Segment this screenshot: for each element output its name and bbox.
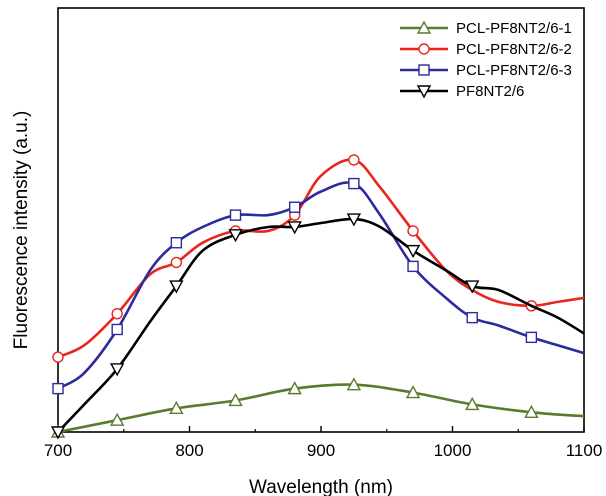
data-point bbox=[526, 332, 536, 342]
series-line bbox=[58, 183, 584, 389]
data-point bbox=[408, 226, 418, 236]
data-point bbox=[408, 261, 418, 271]
data-point bbox=[290, 202, 300, 212]
legend-label: PF8NT2/6 bbox=[456, 83, 524, 100]
series-layer bbox=[52, 155, 584, 438]
data-point bbox=[349, 179, 359, 189]
data-point bbox=[53, 384, 63, 394]
x-tick-label: 700 bbox=[44, 441, 72, 460]
legend-marker bbox=[419, 44, 429, 54]
x-tick-label: 1100 bbox=[566, 441, 603, 460]
data-point bbox=[407, 246, 419, 257]
data-point bbox=[112, 309, 122, 319]
legend-item: PCL-PF8NT2/6-1 bbox=[400, 20, 572, 37]
data-point bbox=[171, 257, 181, 267]
data-point bbox=[112, 324, 122, 334]
x-axis-ticks: 700 800 900 1000 1100 bbox=[44, 426, 602, 460]
y-axis-title: Fluorescence intensity (a.u.) bbox=[11, 111, 32, 350]
data-point bbox=[467, 313, 477, 323]
legend-label: PCL-PF8NT2/6-1 bbox=[456, 20, 572, 37]
x-tick-label: 800 bbox=[175, 441, 203, 460]
data-point bbox=[349, 155, 359, 165]
legend-label: PCL-PF8NT2/6-3 bbox=[456, 62, 572, 79]
legend-item: PF8NT2/6 bbox=[400, 83, 524, 100]
series-3 bbox=[53, 179, 584, 394]
series-4 bbox=[52, 214, 584, 438]
data-point bbox=[53, 352, 63, 362]
legend-item: PCL-PF8NT2/6-3 bbox=[400, 62, 572, 79]
series-1 bbox=[52, 379, 584, 437]
data-point bbox=[231, 210, 241, 220]
data-point bbox=[171, 238, 181, 248]
series-line bbox=[58, 219, 584, 432]
x-tick-label: 1000 bbox=[434, 441, 472, 460]
legend: PCL-PF8NT2/6-1 PCL-PF8NT2/6-2 PCL-PF8NT2/6… bbox=[400, 20, 572, 100]
series-2 bbox=[53, 155, 584, 362]
legend-label: PCL-PF8NT2/6-2 bbox=[456, 41, 572, 58]
x-tick-label: 900 bbox=[307, 441, 335, 460]
legend-marker bbox=[419, 65, 429, 75]
series-line bbox=[58, 385, 584, 432]
legend-item: PCL-PF8NT2/6-2 bbox=[400, 41, 572, 58]
x-axis-title: Wavelength (nm) bbox=[249, 477, 393, 496]
